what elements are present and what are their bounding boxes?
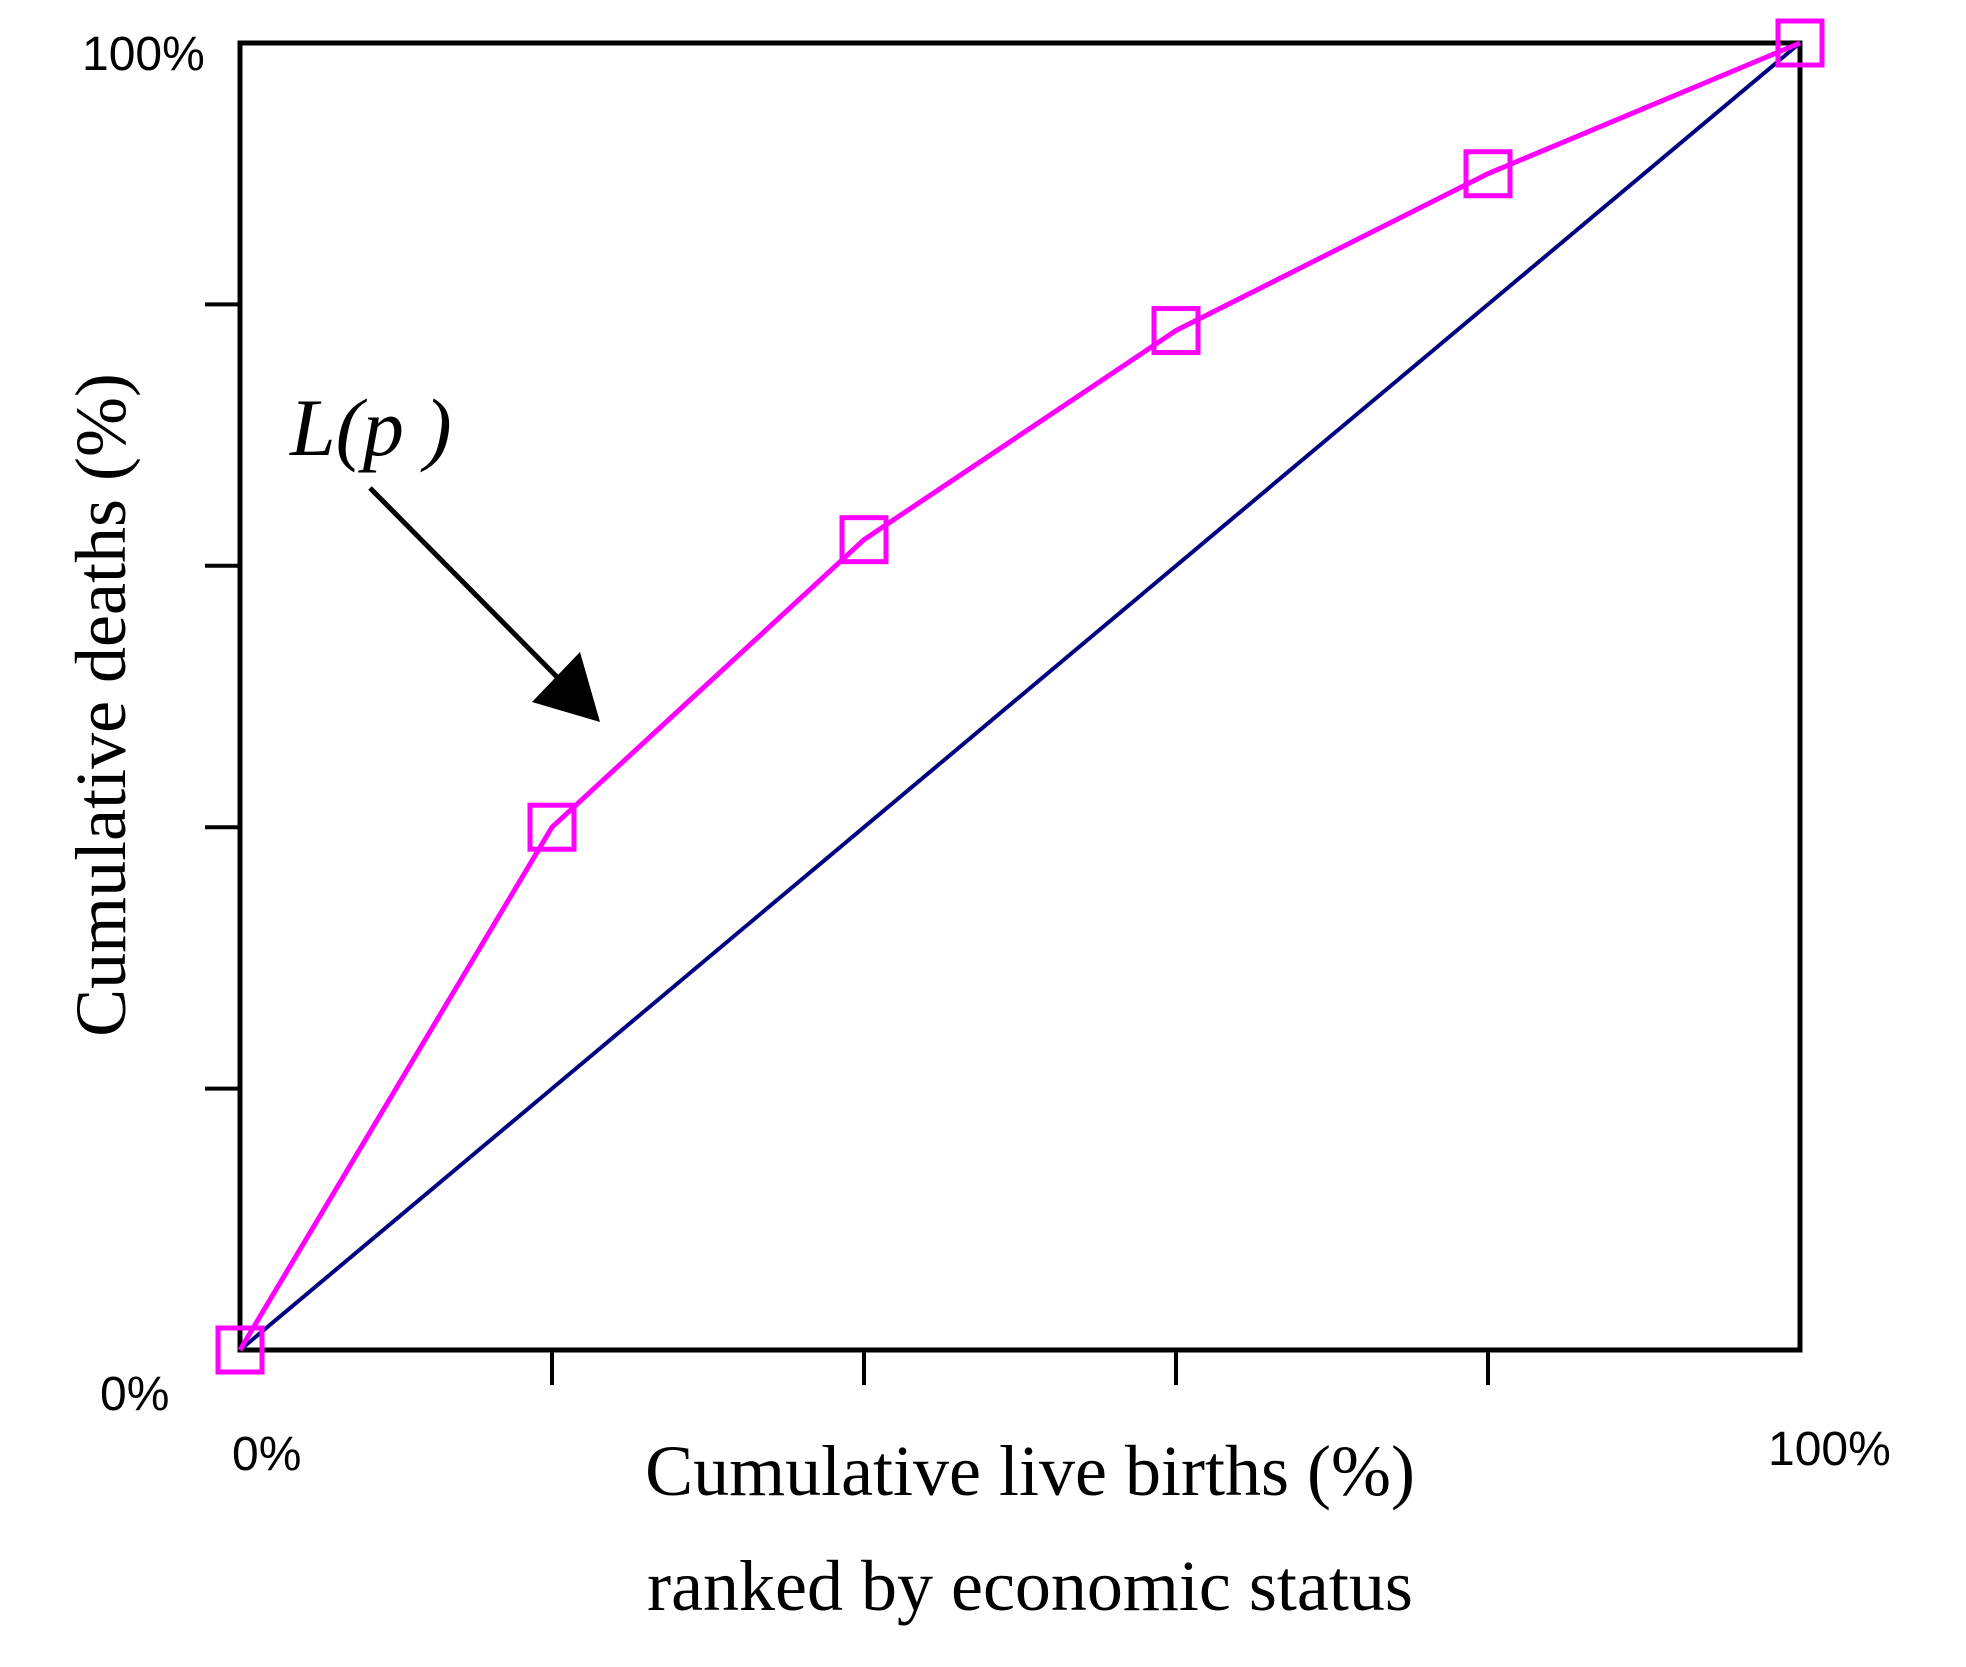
axis-ticks [205, 302, 1490, 1385]
x-axis-title-line-1: Cumulative live births (%) [645, 1431, 1415, 1511]
lorenz-point-marker [1463, 149, 1513, 199]
lorenz-curve-line [237, 40, 1801, 1352]
x-axis-title-line-2: ranked by economic status [647, 1546, 1413, 1626]
y-axis-title: Cumulative deaths (%) [61, 373, 141, 1037]
plot-frame [237, 40, 1803, 1353]
x-tick-label-left: 0% [232, 1428, 301, 1481]
series-layer [215, 18, 1825, 1375]
annotation-arrow-head [532, 652, 600, 722]
lorenz-point-marker [1151, 306, 1201, 356]
y-tick-label-bottom: 0% [100, 1368, 169, 1421]
annotation-arrow-shaft [368, 486, 562, 682]
lorenz-point-marker [1775, 18, 1825, 68]
lorenz-point-marker [527, 802, 577, 852]
y-tick-label-top: 100% [82, 28, 205, 81]
equality-line [238, 41, 1802, 1352]
lorenz-point-marker [215, 1325, 265, 1375]
lorenz-curve-label: L(p ) [289, 382, 452, 473]
lorenz-point-marker [839, 515, 889, 565]
x-tick-label-right: 100% [1768, 1423, 1891, 1476]
